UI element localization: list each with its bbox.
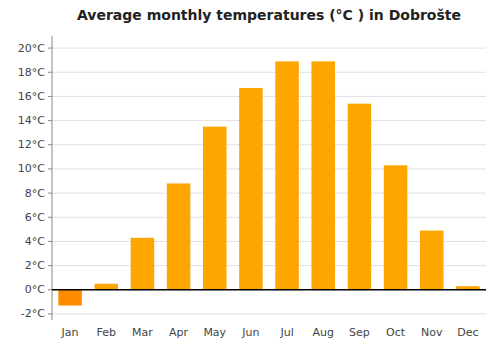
x-tick-label: Jul xyxy=(279,326,293,339)
bar xyxy=(384,165,408,289)
y-tick xyxy=(48,144,52,145)
grid-line xyxy=(52,144,486,145)
y-tick-label: 6°C xyxy=(25,211,45,224)
y-tick xyxy=(48,289,52,290)
zero-line xyxy=(52,289,486,291)
chart-title: Average monthly temperatures (°C ) in Do… xyxy=(77,7,461,23)
x-tick-label: Aug xyxy=(313,326,334,339)
grid-line xyxy=(52,96,486,97)
y-axis-line xyxy=(52,36,53,320)
x-tick-label: Nov xyxy=(421,326,443,339)
y-tick xyxy=(48,96,52,97)
y-tick-label: 10°C xyxy=(18,162,45,175)
grid-line xyxy=(52,217,486,218)
bar xyxy=(348,104,372,290)
y-tick-label: 0°C xyxy=(25,283,45,296)
x-tick-label: May xyxy=(203,326,226,339)
y-tick-label: 20°C xyxy=(18,42,45,55)
bar xyxy=(203,127,227,290)
x-tick-label: Jan xyxy=(61,326,79,339)
y-tick xyxy=(48,265,52,266)
bar xyxy=(131,238,155,290)
y-tick-label: 8°C xyxy=(25,187,45,200)
grid-line xyxy=(52,120,486,121)
bar xyxy=(275,61,299,289)
y-tick-label: 12°C xyxy=(18,138,45,151)
y-tick-label: 14°C xyxy=(18,114,45,127)
grid-line xyxy=(52,193,486,194)
grid xyxy=(52,48,486,314)
y-tick xyxy=(48,241,52,242)
y-tick xyxy=(48,120,52,121)
grid-line xyxy=(52,168,486,169)
y-tick-label: 18°C xyxy=(18,66,45,79)
grid-line xyxy=(52,48,486,49)
x-tick-label: Sep xyxy=(349,326,370,339)
x-axis: Jan Feb Mar Apr May Jun Jul Aug Sep Oct Nov Dec xyxy=(61,326,479,339)
y-tick xyxy=(48,313,52,314)
x-tick-label: Feb xyxy=(97,326,116,339)
bar xyxy=(311,61,335,289)
chart-container: Average monthly temperatures (°C ) in Do… xyxy=(0,0,500,350)
bar xyxy=(58,290,82,306)
y-tick xyxy=(48,72,52,73)
chart-svg: Average monthly temperatures (°C ) in Do… xyxy=(0,0,500,350)
y-tick xyxy=(48,48,52,49)
bar xyxy=(167,183,191,289)
bar xyxy=(239,88,263,290)
bars xyxy=(52,61,486,305)
x-tick-label: Apr xyxy=(169,326,189,339)
x-tick-label: Mar xyxy=(132,326,153,339)
y-tick-label: -2°C xyxy=(21,307,45,320)
y-tick xyxy=(48,217,52,218)
x-tick-label: Dec xyxy=(457,326,478,339)
y-tick xyxy=(48,193,52,194)
y-tick-label: 16°C xyxy=(18,90,45,103)
y-tick xyxy=(48,168,52,169)
x-tick-label: Jun xyxy=(241,326,259,339)
grid-line xyxy=(52,72,486,73)
x-tick-label: Oct xyxy=(386,326,406,339)
bar xyxy=(94,284,118,290)
y-axis: -2°C 0°C 2°C 4°C 6°C 8°C 10°C 12°C 14°C 16°C 18°C 2… xyxy=(18,36,52,320)
y-tick-label: 4°C xyxy=(25,235,45,248)
grid-line xyxy=(52,289,486,290)
grid-line xyxy=(52,313,486,314)
y-tick-label: 2°C xyxy=(25,259,45,272)
bar xyxy=(420,231,444,290)
